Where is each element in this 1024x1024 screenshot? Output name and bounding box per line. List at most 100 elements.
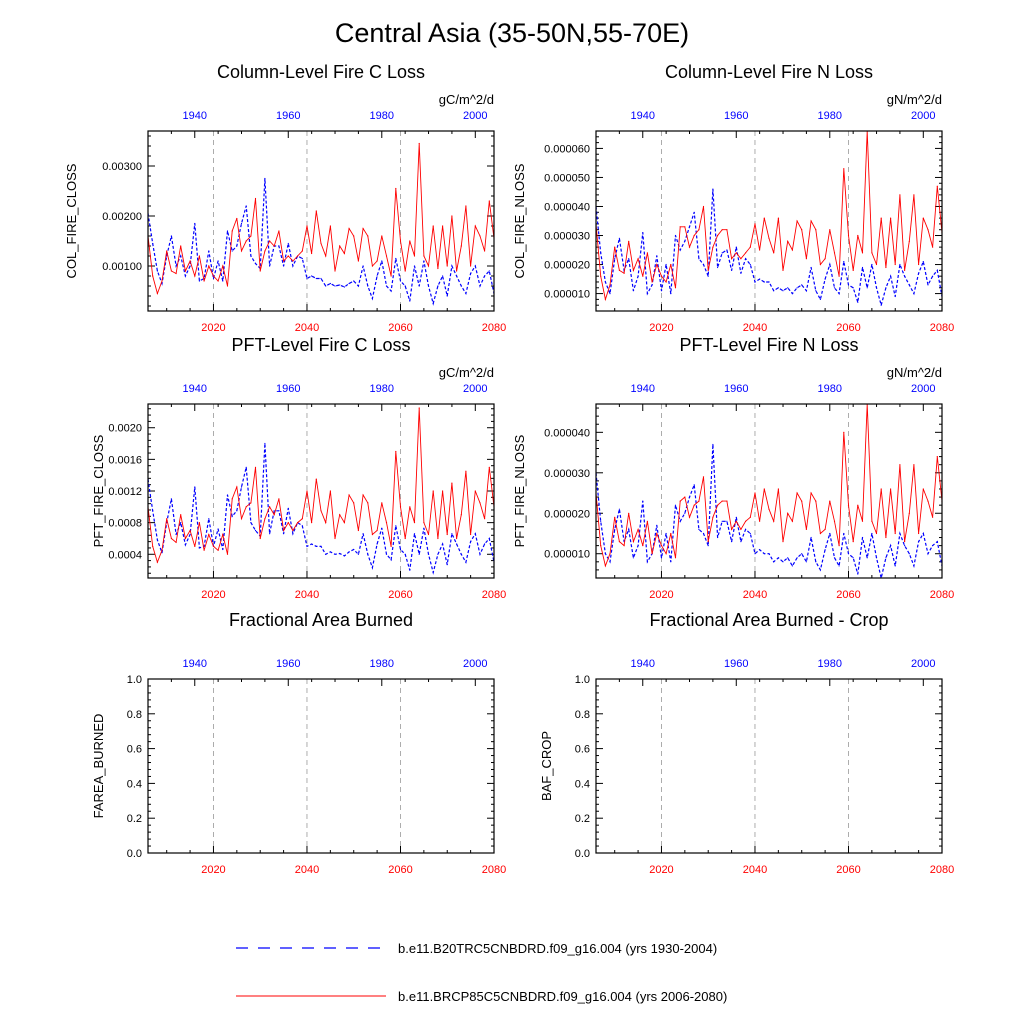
data-point [679, 500, 681, 502]
chart-panel-2: Column-Level Fire N Loss gN/m^2/d 2020 2040… [512, 62, 954, 334]
data-point [180, 245, 182, 247]
data-point [311, 522, 313, 524]
data-point [796, 287, 798, 289]
data-point [759, 249, 761, 251]
data-point [609, 561, 611, 563]
data-point [707, 541, 709, 543]
data-point [890, 488, 892, 490]
data-point [838, 275, 840, 277]
data-point [315, 277, 317, 280]
data-point [222, 533, 224, 536]
data-point [269, 265, 271, 267]
data-point [367, 502, 369, 504]
data-point [470, 272, 472, 275]
data-point [614, 246, 616, 248]
y-tick-label: 0.4 [575, 778, 590, 790]
data-point [843, 261, 845, 263]
data-point [264, 442, 266, 445]
data-point [427, 285, 430, 287]
top-tick-label: 2000 [911, 383, 935, 395]
data-point [404, 553, 406, 555]
data-point [409, 506, 411, 508]
data-point [838, 545, 840, 547]
data-point [773, 520, 775, 522]
plot-frame [147, 403, 495, 579]
data-point [245, 506, 247, 508]
data-point [618, 541, 621, 543]
data-point [660, 545, 663, 547]
data-point [656, 524, 658, 527]
data-point [306, 545, 308, 548]
data-point [702, 532, 705, 535]
data-point [474, 265, 476, 267]
data-point [254, 262, 257, 265]
data-point [161, 552, 163, 554]
data-point [745, 520, 747, 522]
y-tick-label: 0.000020 [544, 508, 590, 520]
y-tick-label: 0.0004 [108, 549, 142, 561]
future-series [596, 404, 942, 568]
data-point [292, 529, 294, 532]
data-point [470, 541, 472, 543]
data-point [904, 545, 906, 547]
data-point [899, 263, 901, 266]
top-tick-label: 1980 [370, 383, 394, 395]
data-point [451, 533, 453, 535]
data-point [362, 227, 364, 230]
data-point [385, 285, 388, 287]
data-point [646, 252, 649, 254]
future-line [596, 404, 942, 568]
data-point [735, 520, 737, 522]
data-point [614, 516, 616, 518]
y-tick-label: 0.2 [127, 813, 142, 825]
y-tick-label: 0.0 [127, 848, 142, 860]
data-point [913, 464, 915, 466]
bottom-tick-label: 2040 [743, 589, 767, 601]
data-point [707, 275, 709, 277]
future-line [596, 131, 942, 302]
data-point [936, 269, 938, 271]
data-point [740, 258, 742, 260]
data-point [334, 270, 336, 272]
y-tick-label: 0.000020 [544, 260, 590, 272]
data-point [600, 520, 602, 522]
data-point [693, 211, 695, 213]
data-point [189, 265, 191, 267]
data-point [343, 555, 345, 557]
data-point [236, 217, 238, 220]
data-point [908, 284, 910, 286]
data-point [456, 543, 458, 545]
data-point [409, 240, 411, 242]
data-point [838, 565, 840, 567]
data-point [815, 500, 817, 502]
data-point [651, 284, 653, 286]
data-point [754, 223, 756, 225]
data-point [381, 527, 383, 529]
data-point [184, 544, 186, 546]
data-point [297, 522, 299, 524]
y-tick-label: 0.000060 [544, 143, 590, 155]
data-point [156, 270, 158, 272]
data-point [782, 269, 784, 271]
data-point [702, 263, 705, 266]
data-point [357, 553, 359, 555]
data-point [824, 528, 826, 531]
y-axis-label: COL_FIRE_NLOSS [512, 163, 527, 278]
data-point [918, 272, 920, 274]
data-point [768, 281, 770, 283]
data-point [385, 522, 388, 524]
top-tick-label: 1980 [818, 383, 842, 395]
y-tick-label: 0.0016 [108, 454, 142, 466]
data-point [936, 185, 938, 187]
data-point [805, 528, 808, 531]
data-point [208, 265, 210, 267]
data-point [413, 265, 416, 267]
data-point [810, 220, 812, 222]
data-point [904, 269, 906, 271]
data-point [152, 510, 154, 512]
data-point [763, 488, 765, 490]
data-point [754, 492, 756, 494]
data-point [609, 284, 611, 286]
data-point [456, 537, 458, 540]
top-tick-label: 1960 [276, 658, 300, 670]
